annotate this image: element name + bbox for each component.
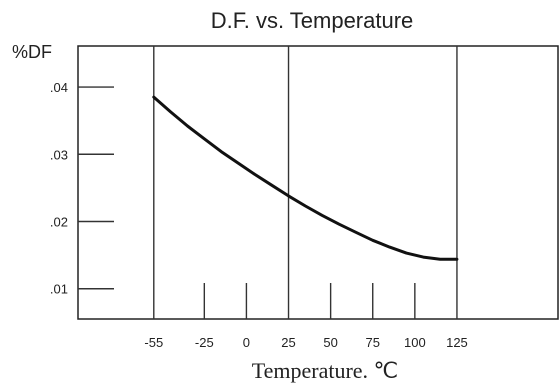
x-tick-label: 100 xyxy=(404,335,426,350)
y-tick-label: .01 xyxy=(50,282,68,297)
x-tick-label: 125 xyxy=(446,335,468,350)
tick-group: -55 -25 0 25 50 75 100 125 .01 .02 .03 .04 xyxy=(50,46,468,350)
series-group xyxy=(152,95,459,261)
y-tick-label: .04 xyxy=(50,80,68,95)
series-line-0 xyxy=(152,95,459,261)
y-tick-label: .02 xyxy=(50,215,68,230)
plot-frame xyxy=(77,45,559,320)
y-axis-label: %DF xyxy=(12,42,52,62)
y-tick-label: .03 xyxy=(50,147,68,162)
x-axis-label: Temperature. ℃ xyxy=(252,358,399,383)
chart-title: D.F. vs. Temperature xyxy=(211,8,414,33)
x-tick-label: -25 xyxy=(195,335,214,350)
x-tick-label: 0 xyxy=(243,335,250,350)
x-tick-label: 50 xyxy=(323,335,337,350)
x-tick-label: 75 xyxy=(366,335,380,350)
x-tick-label: 25 xyxy=(281,335,295,350)
x-tick-label: -55 xyxy=(144,335,163,350)
